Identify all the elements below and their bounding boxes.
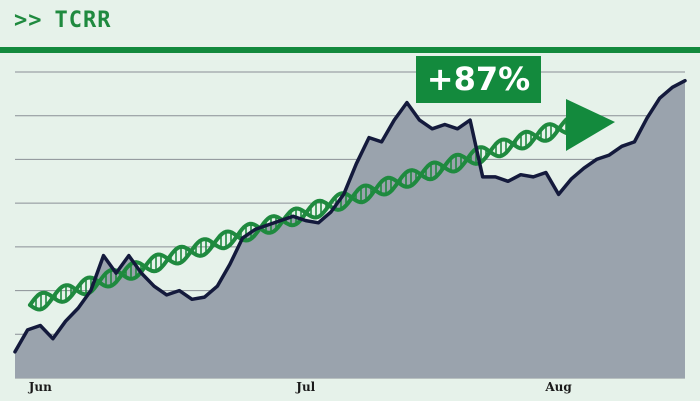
x-tick-label: Jul xyxy=(295,380,315,394)
x-tick-label: Aug xyxy=(544,380,572,394)
x-tick-label: Jun xyxy=(28,380,52,394)
arrow-head-icon xyxy=(566,99,615,151)
header-divider xyxy=(0,47,700,53)
header: >> TCRR xyxy=(0,0,700,53)
gain-badge-label: +87% xyxy=(427,60,530,98)
ticker-symbol: TCRR xyxy=(54,8,112,33)
gain-badge-box xyxy=(416,56,541,103)
x-axis-ticks: Jun Jul Aug xyxy=(28,380,573,394)
price-area xyxy=(15,80,685,378)
dna-strand-front xyxy=(28,115,572,312)
ticker-prefix: >> xyxy=(14,8,43,33)
ticker-title: >> TCRR xyxy=(14,8,111,33)
gain-badge: +87% xyxy=(416,56,541,103)
price-line xyxy=(13,78,687,354)
